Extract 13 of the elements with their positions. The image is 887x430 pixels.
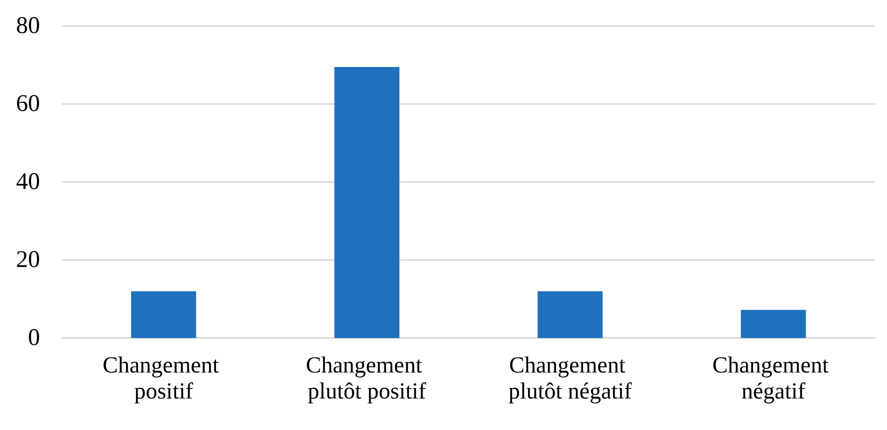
y-tick-label: 80	[16, 13, 40, 39]
y-tick-label: 40	[16, 169, 40, 195]
x-tick-label: Changement positif	[102, 352, 225, 404]
bar	[538, 291, 603, 338]
x-tick-label: Changement plutôt positif	[306, 352, 428, 404]
bar	[131, 291, 196, 338]
bar	[740, 310, 806, 338]
y-tick-label: 60	[16, 91, 40, 117]
x-tick-label: Changement négatif	[712, 352, 834, 404]
x-tick-label: Changement plutôt négatif	[508, 352, 632, 404]
y-tick-label: 20	[16, 247, 40, 273]
y-tick-label: 0	[28, 325, 40, 351]
bar	[334, 66, 400, 338]
